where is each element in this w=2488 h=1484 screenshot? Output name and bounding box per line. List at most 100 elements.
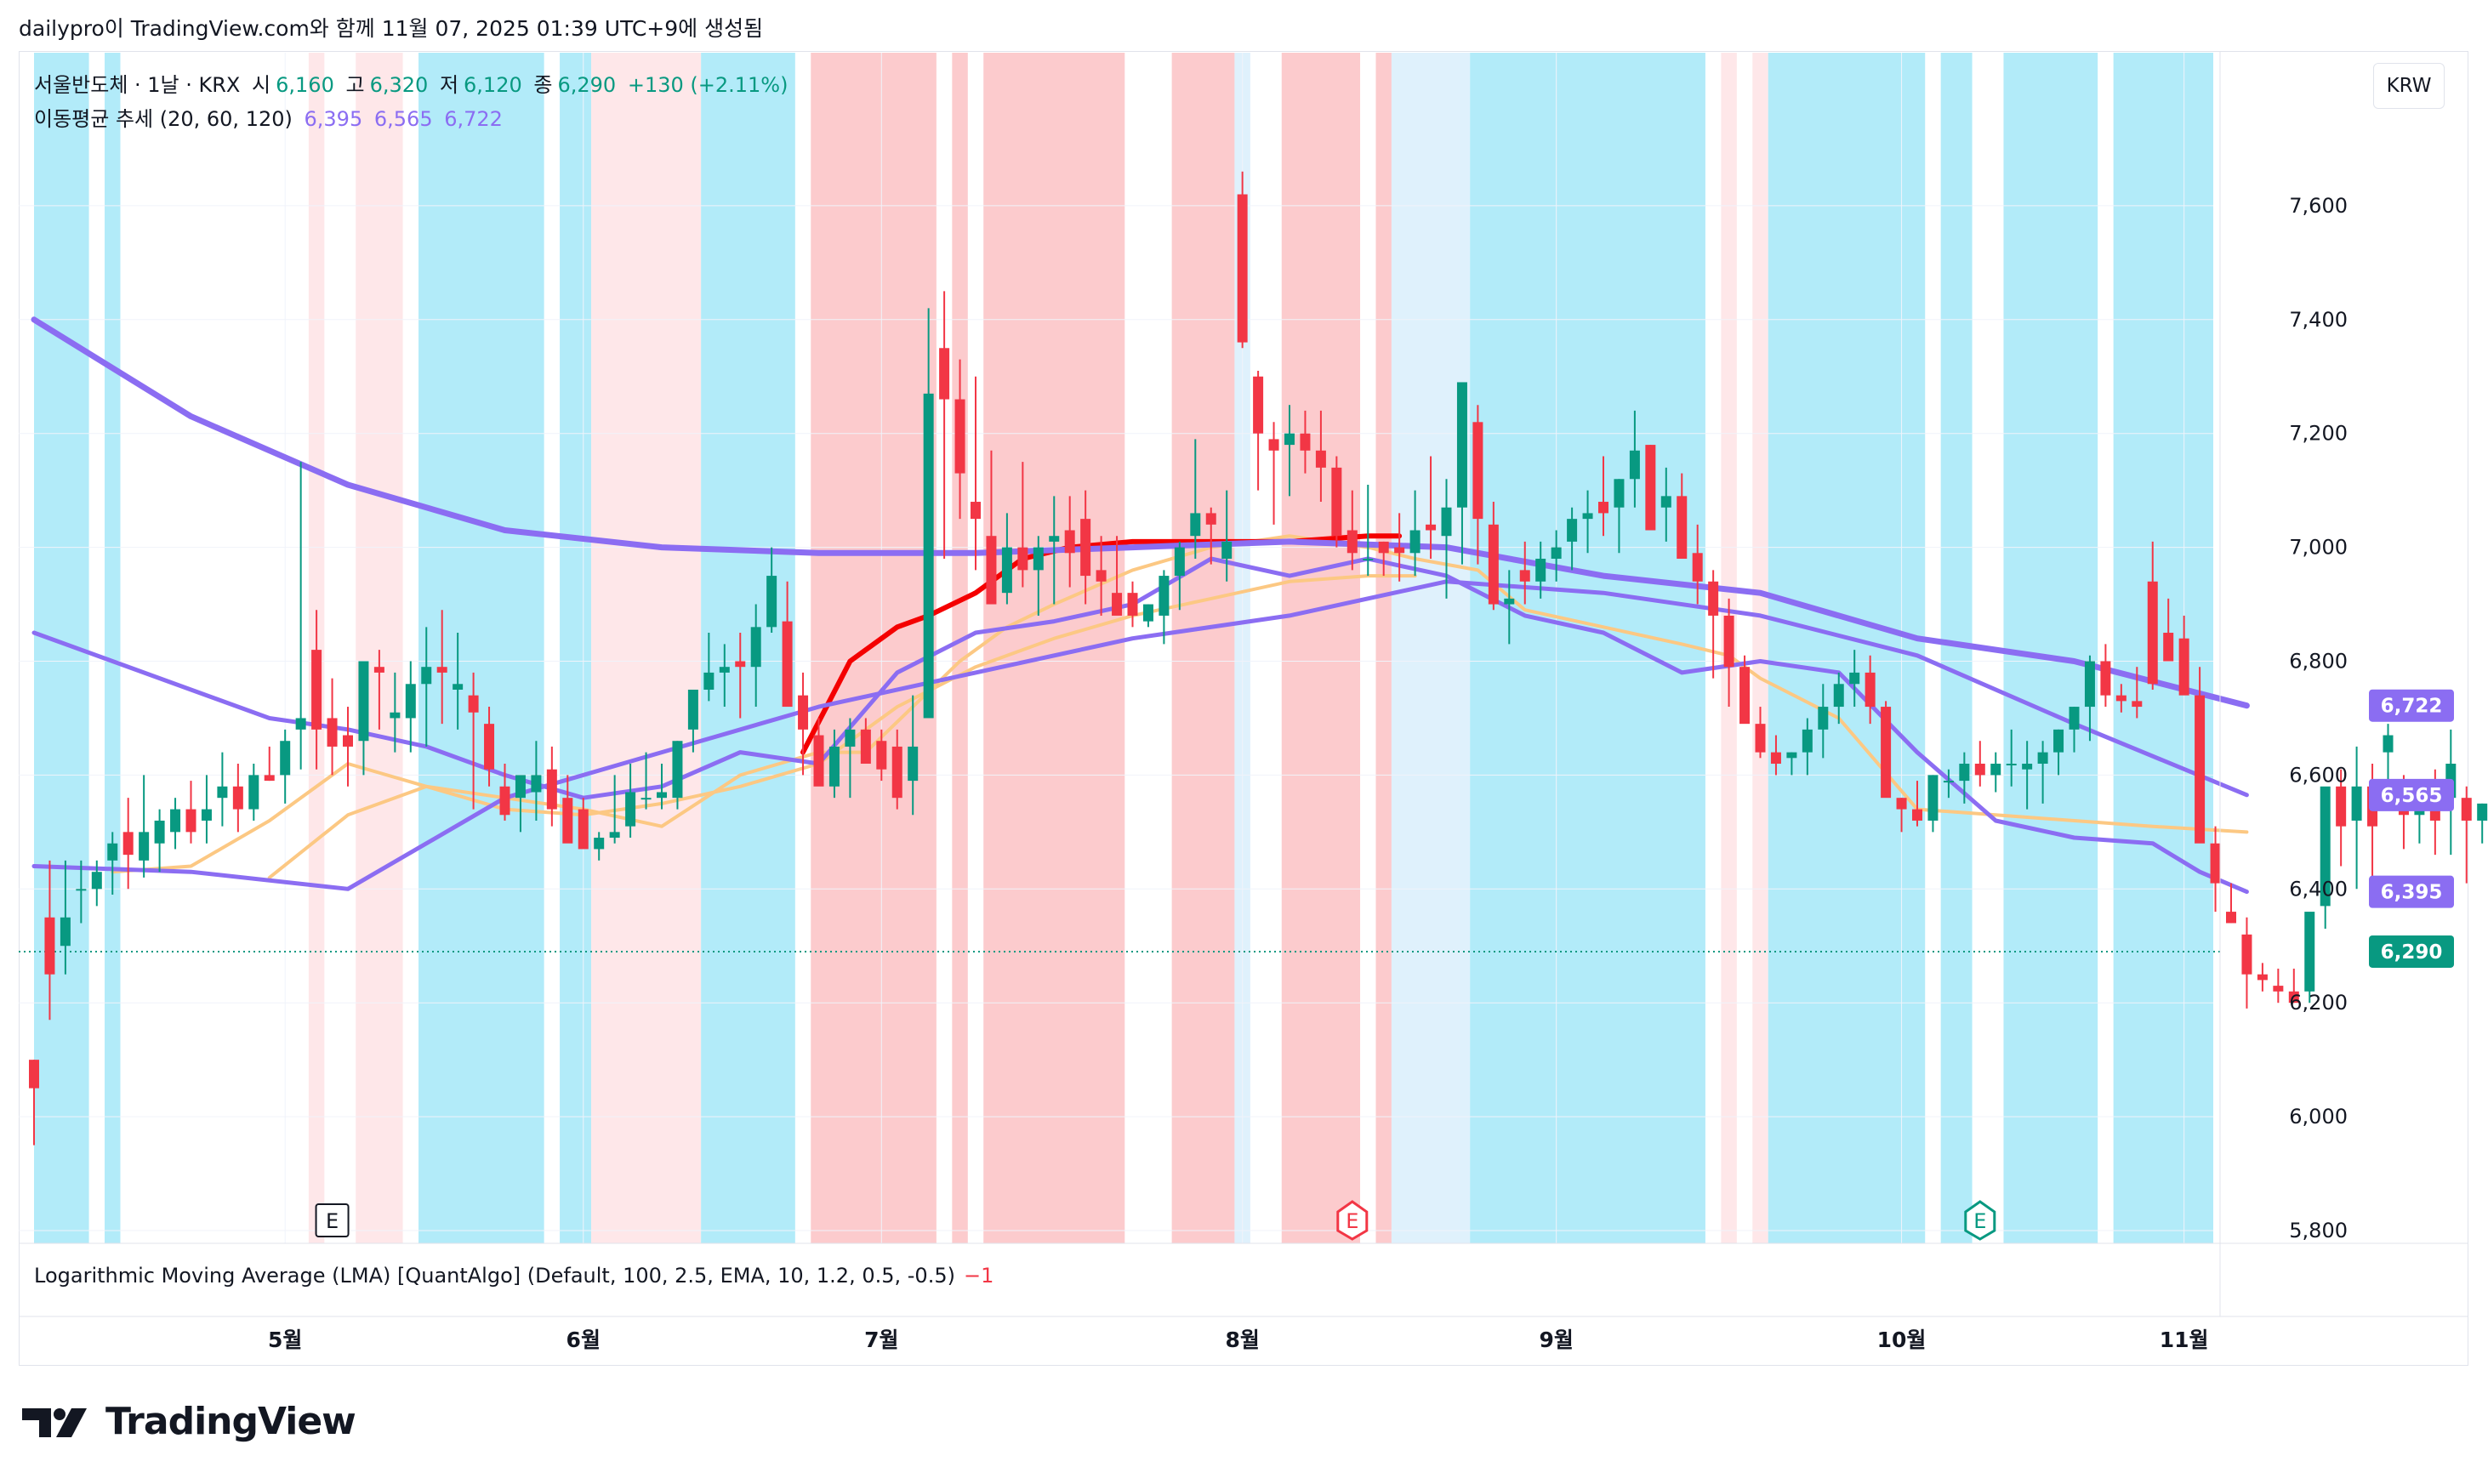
close-label: 종 [533,73,553,97]
candle-body [735,661,746,668]
candle [2461,786,2472,884]
candle-body [2304,912,2315,992]
candle [91,860,102,907]
month-label: 9월 [1539,1328,1573,1352]
candle [1001,513,1012,605]
open-label: 시 [252,73,271,97]
background-zone [983,53,1125,1243]
candle [1818,684,1829,759]
y-tick-label: 5,800 [2289,1219,2348,1242]
candle [1912,781,1922,827]
candle-body [2273,986,2284,992]
candle [76,860,87,924]
ma120-line [31,316,2250,709]
tradingview-logo[interactable]: TradingView [22,1400,356,1443]
candle-body [60,917,71,947]
candle [641,752,652,810]
candle-body [908,746,919,782]
candle [1786,752,1797,776]
candle [1943,769,1954,799]
candle-body [264,775,275,782]
candle [2100,644,2111,708]
brand-name: TradingView [105,1400,356,1443]
candle-body [1284,433,1295,446]
candle-body [1567,519,1578,542]
candle [954,359,965,520]
candle [2257,963,2268,992]
candle-body [1127,593,1138,616]
candle-body [923,393,934,719]
candle-body [311,650,322,730]
candle [703,633,715,702]
candle [2147,541,2158,690]
y-tick-label: 7,400 [2289,308,2348,332]
candle-body [2069,707,2080,730]
candle-body [44,917,55,975]
price-label: 6,722 [2369,689,2454,722]
earnings-marker: E [1336,1200,1369,1241]
candle-body [1849,672,1860,685]
candle-body [217,786,228,799]
ma120-value: 6,722 [444,107,503,131]
candle-body [91,872,102,890]
candle [2273,969,2284,1004]
candle [876,729,887,782]
earnings-marker: E [1964,1200,1996,1241]
candle [1033,536,1044,616]
candle [373,650,384,730]
candle-body [625,792,636,827]
candle-body [1677,496,1688,559]
change-value: +130 (+2.11%) [627,73,789,97]
candle [2477,803,2488,844]
symbol-name: 서울반도체 · 1날 · KRX [34,73,241,97]
candle [1096,536,1107,616]
candle [798,672,809,776]
month-label: 8월 [1225,1328,1259,1352]
price-label-text: 6,722 [2381,696,2443,718]
candle-body [1786,752,1797,759]
candle-body [2226,912,2236,924]
candle [1692,524,1703,605]
tradingview-logo-icon [22,1407,87,1437]
y-tick-label: 7,600 [2289,194,2348,218]
month-label: 11월 [2160,1328,2209,1352]
candle-body [828,746,840,787]
candle [813,718,824,787]
candle-body [1896,798,1907,810]
candle-body [2288,991,2299,1004]
currency-button[interactable]: KRW [2373,63,2445,109]
candle [750,604,761,708]
candle [1441,479,1452,599]
candle [1112,536,1123,616]
candle-body [1331,467,1342,537]
candle-body [876,741,887,770]
candle [1409,490,1420,577]
candle-body [1943,781,1954,783]
candle-body [2241,934,2252,975]
indicator-name: Logarithmic Moving Average (LMA) [QuantA… [34,1264,955,1288]
candle-body [1818,707,1829,730]
candle [1488,502,1499,611]
candle-body [1504,598,1515,605]
candle [2178,615,2189,696]
candle-body [1268,439,1279,451]
candle-body [2163,633,2174,662]
candle-body [1394,547,1405,554]
candle-body [1535,558,1546,582]
candle [1426,456,1437,559]
candle-body [657,792,667,799]
earnings-marker-shape [315,1203,350,1237]
ma20-line [31,556,2249,895]
candle [2163,598,2174,662]
candle [1472,405,1483,565]
candle-body [1142,604,1153,622]
candle-body [609,832,620,839]
ma60-value: 6,565 [373,107,433,131]
indicator-legend: Logarithmic Moving Average (LMA) [QuantA… [34,1264,993,1288]
candle-body [2461,798,2472,821]
candle-body [2336,786,2347,827]
candle [719,644,730,708]
candle-body [578,809,589,850]
candle [1363,484,1374,577]
